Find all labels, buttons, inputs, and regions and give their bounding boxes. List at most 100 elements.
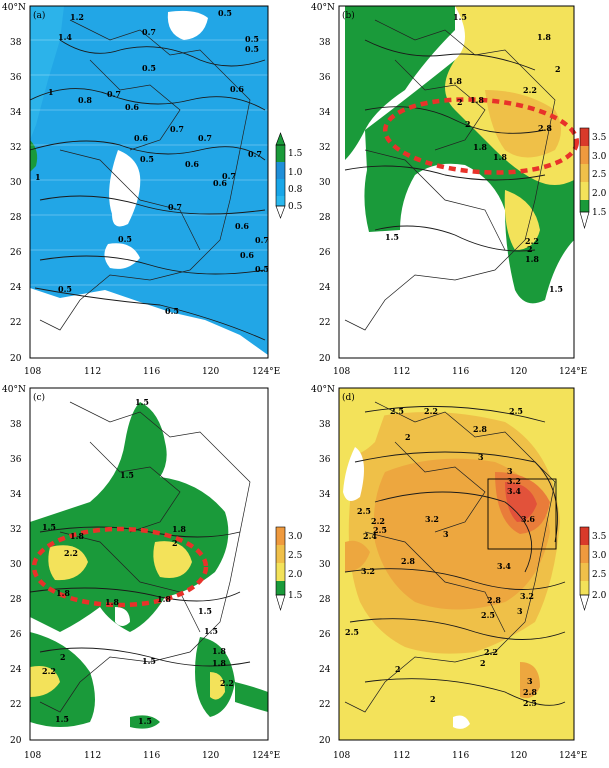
svg-text:3: 3: [517, 606, 523, 616]
svg-text:24: 24: [319, 665, 331, 675]
contour-labels-a: 1.2 1.4 0.7 0.5 0.5 0.5 0.5 0.6 0.8 0.7 …: [35, 8, 269, 316]
svg-text:34: 34: [319, 108, 331, 118]
svg-text:124°E: 124°E: [559, 751, 587, 761]
svg-text:1.8: 1.8: [157, 594, 171, 604]
svg-text:30: 30: [10, 178, 22, 188]
x-axis-d: 108 112 116 120 124°E: [333, 751, 587, 761]
svg-text:120: 120: [202, 367, 219, 377]
svg-text:1.5: 1.5: [42, 522, 56, 532]
svg-text:28: 28: [10, 595, 22, 605]
svg-text:2.8: 2.8: [487, 595, 501, 605]
svg-text:0.5: 0.5: [288, 202, 303, 212]
svg-text:1.8: 1.8: [470, 95, 484, 105]
svg-text:36: 36: [319, 73, 331, 83]
svg-text:0.5: 0.5: [58, 284, 72, 294]
map-frame: [29, 5, 269, 359]
svg-text:2: 2: [457, 97, 463, 107]
svg-text:26: 26: [10, 630, 22, 640]
svg-text:1.4: 1.4: [58, 32, 72, 42]
svg-text:112: 112: [393, 751, 410, 761]
svg-text:3.5: 3.5: [592, 133, 607, 143]
svg-text:2.2: 2.2: [484, 647, 498, 657]
y-axis-c: 40°N 38 36 34 32 30 28 26 24 22 20: [2, 385, 26, 746]
svg-text:2.2: 2.2: [42, 666, 56, 676]
svg-text:0.7: 0.7: [222, 171, 236, 181]
svg-text:0.6: 0.6: [213, 178, 227, 188]
svg-text:0.5: 0.5: [218, 8, 232, 18]
unshaded-patch: [109, 150, 141, 227]
svg-text:1.5: 1.5: [198, 606, 212, 616]
svg-text:2.5: 2.5: [390, 406, 404, 416]
svg-text:26: 26: [319, 630, 331, 640]
shaded-region-blue: [30, 6, 268, 355]
svg-text:108: 108: [24, 367, 41, 377]
svg-text:26: 26: [10, 248, 22, 258]
svg-text:3: 3: [443, 529, 449, 539]
svg-text:2.5: 2.5: [357, 506, 371, 516]
svg-text:3.2: 3.2: [507, 476, 521, 486]
svg-text:1.5: 1.5: [592, 208, 607, 218]
svg-text:116: 116: [143, 367, 160, 377]
svg-text:108: 108: [24, 751, 41, 761]
svg-text:2.5: 2.5: [288, 551, 303, 561]
svg-text:2.8: 2.8: [538, 123, 552, 133]
svg-text:1: 1: [35, 172, 41, 182]
svg-text:1.5: 1.5: [142, 656, 156, 666]
panel-c: (c) 1.5 1.5 1.5 1.8 1.8 2.2 2 1.8 1.8 1.…: [0, 382, 304, 764]
svg-text:112: 112: [84, 751, 101, 761]
map-d: (d) 2.5 2.2 2.5 2.8 2 3 3 3.2 3.4 3.6 2.…: [311, 385, 607, 761]
svg-text:36: 36: [10, 73, 22, 83]
svg-text:0.7: 0.7: [198, 133, 212, 143]
svg-text:30: 30: [319, 560, 331, 570]
svg-text:2: 2: [527, 244, 533, 254]
svg-text:28: 28: [319, 595, 331, 605]
svg-text:1.5: 1.5: [453, 12, 467, 22]
svg-text:3.5: 3.5: [592, 532, 607, 542]
svg-text:2: 2: [465, 119, 471, 129]
svg-text:0.6: 0.6: [185, 159, 199, 169]
svg-text:32: 32: [319, 143, 330, 153]
svg-text:1.0: 1.0: [288, 168, 303, 178]
svg-text:36: 36: [10, 455, 22, 465]
svg-text:30: 30: [10, 560, 22, 570]
x-axis-a: 108 112 116 120 124°E: [24, 367, 280, 377]
shaded-region-green: [345, 6, 455, 160]
svg-text:2.5: 2.5: [481, 610, 495, 620]
svg-text:3.4: 3.4: [497, 561, 511, 571]
svg-text:112: 112: [84, 367, 101, 377]
svg-text:1.8: 1.8: [172, 524, 186, 534]
svg-text:3: 3: [478, 452, 484, 462]
svg-text:108: 108: [333, 367, 350, 377]
svg-text:(c): (c): [33, 392, 45, 403]
svg-text:108: 108: [333, 751, 350, 761]
svg-text:1.8: 1.8: [537, 32, 551, 42]
svg-text:36: 36: [319, 455, 331, 465]
svg-text:2.2: 2.2: [64, 548, 78, 558]
unshaded-patch: [343, 447, 364, 501]
svg-text:3.0: 3.0: [288, 532, 303, 542]
svg-text:1.5: 1.5: [55, 714, 69, 724]
svg-text:124°E: 124°E: [559, 367, 587, 377]
svg-text:2.8: 2.8: [401, 556, 415, 566]
svg-text:1.5: 1.5: [135, 397, 149, 407]
svg-text:2.0: 2.0: [288, 570, 303, 580]
map-b: (b) 1.5 1.8 1.8 2 1.8 2 2.2 2 2.8 1.8 1.…: [311, 3, 607, 377]
svg-text:3.2: 3.2: [361, 566, 375, 576]
svg-text:2.5: 2.5: [592, 570, 607, 580]
contour-labels-c: 1.5 1.5 1.5 1.8 1.8 2.2 2 1.8 1.8 1.8 1.…: [42, 397, 234, 726]
svg-text:22: 22: [319, 318, 330, 328]
colorbar-b: 3.5 3.0 2.5 2.0 1.5: [579, 127, 607, 230]
highlight-ellipse: [382, 97, 580, 175]
map-c: (c) 1.5 1.5 1.5 1.8 1.8 2.2 2 1.8 1.8 1.…: [2, 385, 303, 761]
svg-text:38: 38: [319, 420, 331, 430]
svg-text:2.2: 2.2: [525, 236, 539, 246]
colorbar-d: 3.5 3.0 2.5 2.0: [579, 526, 607, 612]
svg-text:2: 2: [430, 694, 436, 704]
panel-b: (b) 1.5 1.8 1.8 2 1.8 2 2.2 2 2.8 1.8 1.…: [305, 0, 609, 382]
svg-text:116: 116: [143, 751, 160, 761]
svg-text:2.0: 2.0: [592, 189, 607, 199]
contour-labels-d: 2.5 2.2 2.5 2.8 2 3 3 3.2 3.4 3.6 2.5 2.…: [345, 406, 537, 708]
svg-text:2.5: 2.5: [523, 698, 537, 708]
panel-d: (d) 2.5 2.2 2.5 2.8 2 3 3 3.2 3.4 3.6 2.…: [305, 382, 609, 764]
colorbar-a: 1.5 1.0 0.8 0.5: [275, 132, 303, 219]
